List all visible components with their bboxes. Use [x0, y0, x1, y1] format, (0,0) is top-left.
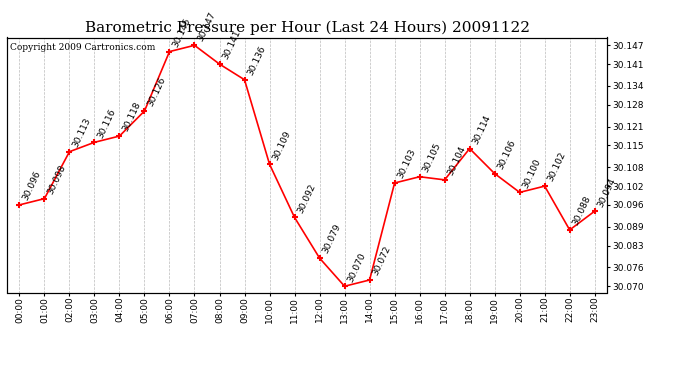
Text: 30.098: 30.098 [46, 164, 68, 196]
Text: 30.136: 30.136 [246, 45, 268, 77]
Text: Copyright 2009 Cartronics.com: Copyright 2009 Cartronics.com [10, 43, 155, 52]
Text: 30.126: 30.126 [146, 76, 168, 108]
Text: 30.116: 30.116 [96, 107, 117, 140]
Text: 30.094: 30.094 [596, 176, 618, 209]
Text: 30.100: 30.100 [521, 157, 542, 190]
Text: 30.102: 30.102 [546, 151, 568, 183]
Text: 30.113: 30.113 [71, 117, 92, 149]
Text: 30.103: 30.103 [396, 148, 417, 180]
Text: 30.092: 30.092 [296, 182, 317, 214]
Text: 30.104: 30.104 [446, 145, 468, 177]
Text: 30.141: 30.141 [221, 29, 242, 62]
Text: 30.114: 30.114 [471, 114, 493, 146]
Text: 30.118: 30.118 [121, 101, 142, 133]
Text: 30.088: 30.088 [571, 195, 593, 227]
Text: 30.109: 30.109 [271, 129, 293, 162]
Title: Barometric Pressure per Hour (Last 24 Hours) 20091122: Barometric Pressure per Hour (Last 24 Ho… [85, 21, 529, 35]
Text: 30.105: 30.105 [421, 141, 442, 174]
Text: 30.070: 30.070 [346, 251, 368, 284]
Text: 30.079: 30.079 [321, 223, 342, 255]
Text: 30.106: 30.106 [496, 138, 518, 171]
Text: 30.096: 30.096 [21, 170, 42, 202]
Text: 30.145: 30.145 [171, 16, 193, 49]
Text: 30.147: 30.147 [196, 10, 217, 42]
Text: 30.072: 30.072 [371, 245, 393, 277]
